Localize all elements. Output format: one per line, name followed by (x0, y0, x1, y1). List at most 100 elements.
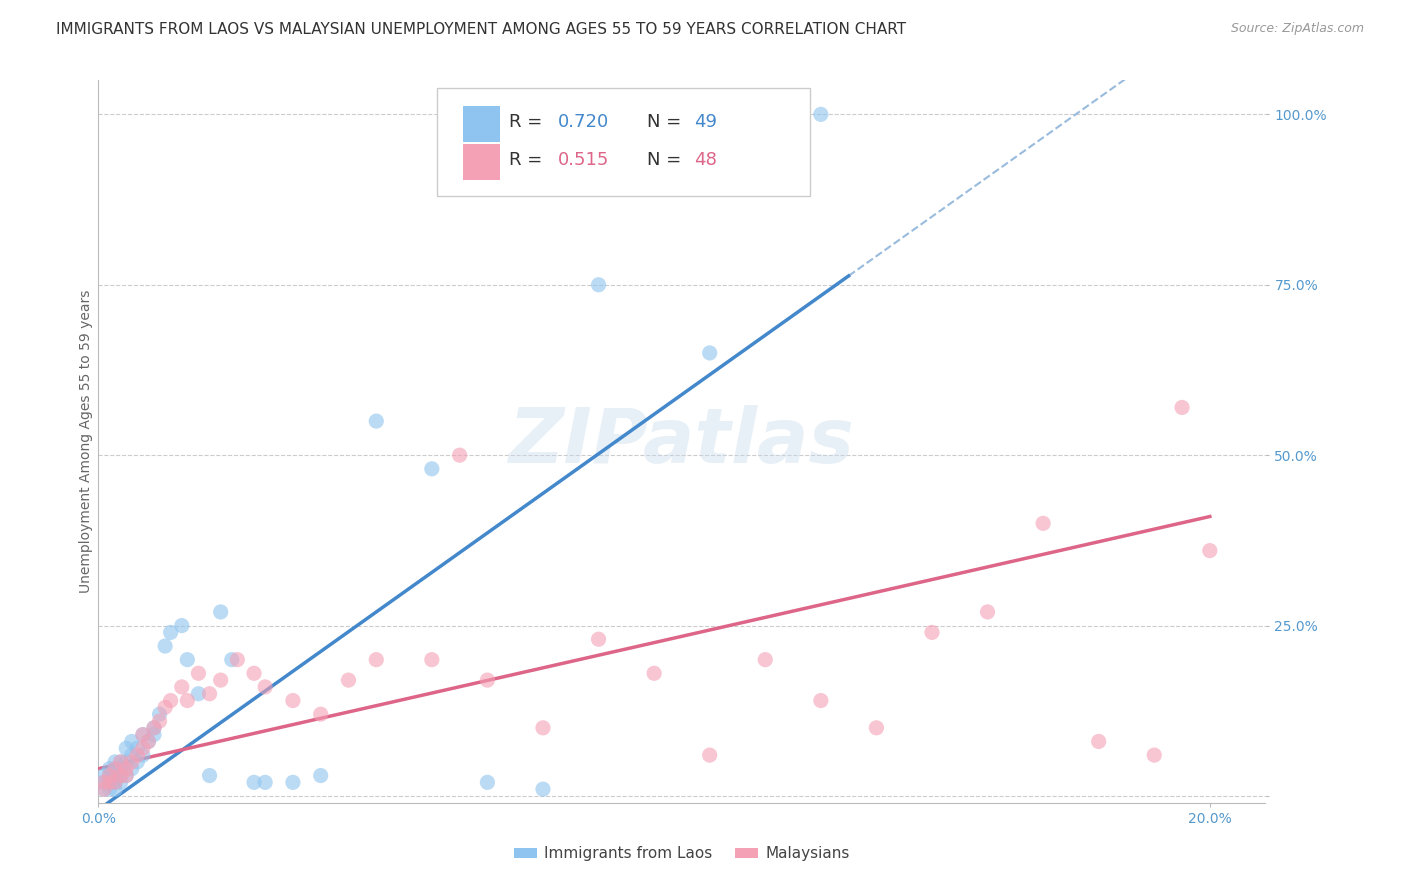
Point (366, 414, 388, 428)
Point (176, 693, 198, 707)
Point (127, 748, 149, 763)
Point (115, 755, 138, 769)
Point (132, 748, 155, 763)
Point (153, 700, 176, 714)
Point (243, 775, 266, 789)
Text: 0.515: 0.515 (558, 151, 610, 169)
Text: ZIPatlas: ZIPatlas (509, 405, 855, 478)
Point (138, 734, 160, 748)
Point (221, 653, 243, 667)
Point (104, 775, 127, 789)
Text: R =: R = (509, 151, 548, 169)
Point (1143, 748, 1166, 763)
Point (588, 277, 610, 292)
Point (93, 775, 115, 789)
Point (127, 755, 149, 769)
Point (477, 775, 499, 789)
Point (104, 775, 127, 789)
FancyBboxPatch shape (463, 144, 501, 180)
Point (110, 775, 132, 789)
Text: Source: ZipAtlas.com: Source: ZipAtlas.com (1230, 22, 1364, 36)
Point (110, 755, 132, 769)
Point (110, 762, 132, 776)
Point (198, 687, 221, 701)
Point (148, 707, 170, 722)
Point (143, 721, 166, 735)
Text: 48: 48 (693, 151, 717, 169)
Point (98, 768, 121, 782)
Point (198, 768, 221, 782)
Point (699, 748, 721, 763)
Text: 49: 49 (693, 113, 717, 131)
Point (643, 666, 665, 681)
Point (93, 768, 115, 782)
Point (865, 721, 887, 735)
Point (254, 680, 277, 694)
FancyBboxPatch shape (463, 105, 501, 142)
Point (110, 768, 132, 782)
Point (121, 734, 143, 748)
Point (1032, 516, 1054, 531)
Point (159, 625, 181, 640)
Point (309, 707, 332, 722)
Point (148, 714, 170, 728)
FancyBboxPatch shape (437, 87, 810, 196)
Point (449, 448, 471, 462)
Point (366, 653, 388, 667)
Point (143, 728, 166, 742)
Point (98, 762, 121, 776)
Point (104, 782, 127, 797)
Point (699, 346, 721, 360)
Text: IMMIGRANTS FROM LAOS VS MALAYSIAN UNEMPLOYMENT AMONG AGES 55 TO 59 YEARS CORRELA: IMMIGRANTS FROM LAOS VS MALAYSIAN UNEMPL… (56, 22, 907, 37)
Point (93, 775, 115, 789)
Point (281, 775, 304, 789)
Point (98, 775, 121, 789)
Point (810, 107, 832, 121)
Point (921, 625, 943, 640)
Text: N =: N = (647, 151, 688, 169)
Text: 0.720: 0.720 (558, 113, 609, 131)
Point (531, 782, 554, 797)
Point (121, 748, 143, 763)
Point (132, 728, 155, 742)
Point (153, 639, 176, 653)
Point (138, 734, 160, 748)
Point (121, 762, 143, 776)
Point (754, 653, 776, 667)
Text: N =: N = (647, 113, 688, 131)
Point (143, 721, 166, 735)
Point (115, 741, 138, 756)
Point (98, 768, 121, 782)
Point (209, 605, 232, 619)
Point (132, 728, 155, 742)
Point (226, 653, 249, 667)
Point (98, 782, 121, 797)
Point (420, 462, 443, 476)
Point (104, 768, 127, 782)
Y-axis label: Unemployment Among Ages 55 to 59 years: Unemployment Among Ages 55 to 59 years (79, 290, 93, 593)
Point (104, 755, 127, 769)
Point (810, 693, 832, 707)
Point (93, 782, 115, 797)
Point (110, 768, 132, 782)
Point (281, 693, 304, 707)
Point (588, 632, 610, 647)
Point (93, 782, 115, 797)
Point (98, 775, 121, 789)
Point (115, 768, 138, 782)
Text: R =: R = (509, 113, 548, 131)
Point (170, 618, 193, 632)
Point (337, 673, 360, 687)
Point (104, 762, 127, 776)
Point (477, 673, 499, 687)
Point (110, 755, 132, 769)
Point (254, 775, 277, 789)
Point (159, 693, 181, 707)
Point (209, 673, 232, 687)
Point (531, 721, 554, 735)
Point (976, 605, 998, 619)
Point (187, 666, 209, 681)
Point (127, 741, 149, 756)
Point (243, 666, 266, 681)
Point (1087, 734, 1109, 748)
